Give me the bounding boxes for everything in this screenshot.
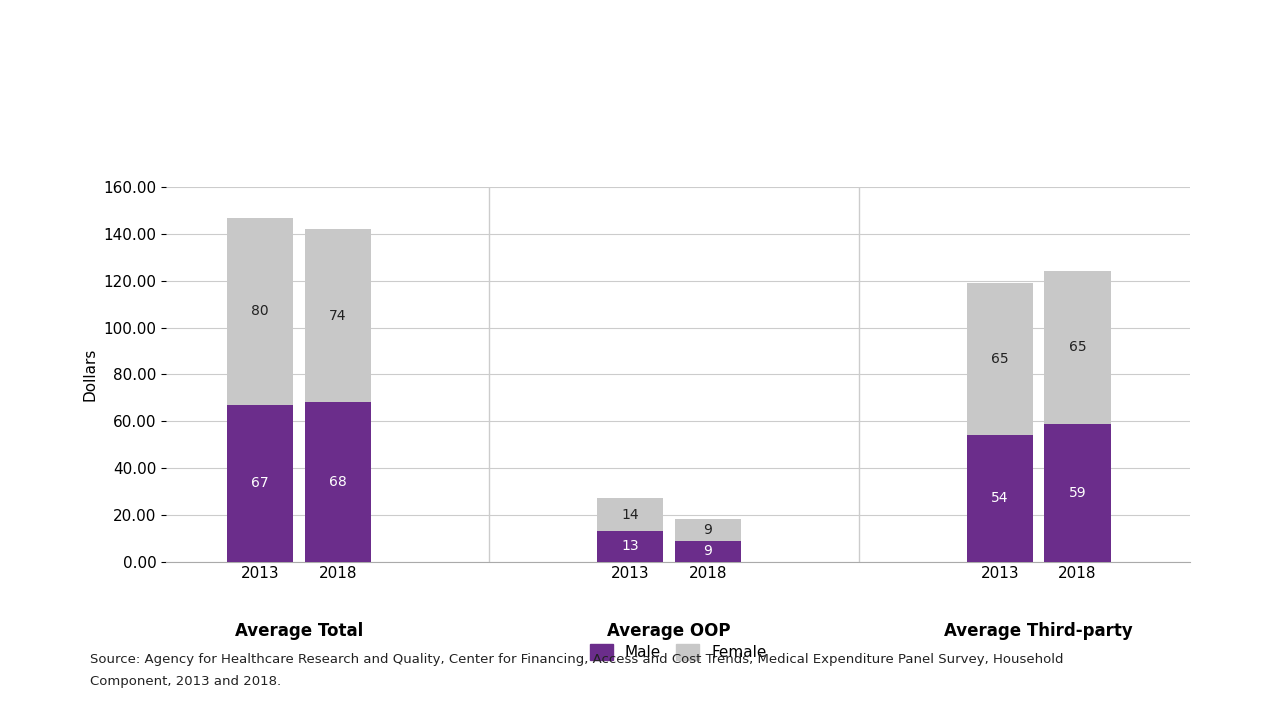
Bar [227, 405, 293, 562]
Text: 65: 65 [1069, 341, 1087, 354]
Bar [596, 498, 663, 531]
Text: Average Total: Average Total [236, 622, 364, 641]
Bar [966, 283, 1033, 435]
Text: 9: 9 [703, 523, 712, 537]
Text: 54: 54 [991, 492, 1009, 505]
Bar [966, 435, 1033, 562]
Bar [675, 520, 741, 541]
Legend: Male, Female: Male, Female [584, 638, 773, 666]
Bar [1044, 423, 1111, 562]
Text: antidepressants, by gender, 2013 & 2018: antidepressants, by gender, 2013 & 2018 [324, 84, 777, 103]
Text: 14: 14 [621, 508, 639, 522]
Bar [596, 531, 663, 562]
Text: 67: 67 [251, 476, 269, 490]
Text: Figure 3. Average total, out-of-pocket, and third-party payer expense per fill f: Figure 3. Average total, out-of-pocket, … [109, 40, 992, 59]
Bar [1044, 271, 1111, 423]
Bar [675, 541, 741, 562]
Text: Average Third-party: Average Third-party [945, 622, 1133, 641]
Text: Source: Agency for Healthcare Research and Quality, Center for Financing, Access: Source: Agency for Healthcare Research a… [90, 653, 1064, 666]
Y-axis label: Dollars: Dollars [83, 348, 99, 401]
Text: 9: 9 [703, 544, 712, 558]
Text: 65: 65 [991, 352, 1009, 366]
Bar [305, 229, 371, 402]
Text: Component, 2013 and 2018.: Component, 2013 and 2018. [90, 675, 280, 688]
Text: 74: 74 [329, 309, 347, 323]
Text: 80: 80 [251, 305, 269, 318]
Text: 68: 68 [329, 475, 347, 489]
Text: Average OOP: Average OOP [607, 622, 731, 641]
Text: 13: 13 [621, 539, 639, 554]
Text: 59: 59 [1069, 485, 1087, 500]
Bar [227, 217, 293, 405]
Bar [305, 402, 371, 562]
